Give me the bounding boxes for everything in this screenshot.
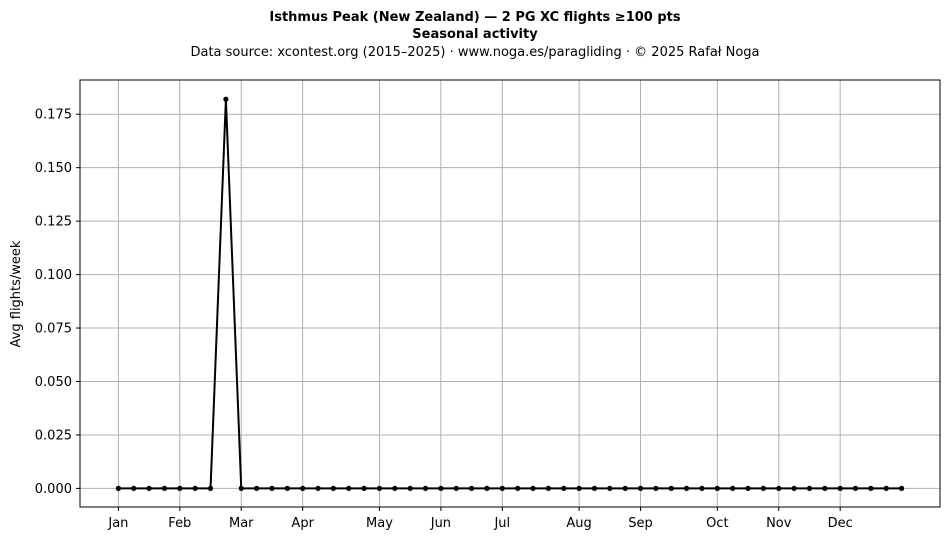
data-point [269, 485, 275, 491]
y-tick-label: 0.000 [35, 482, 72, 497]
data-point [776, 485, 782, 491]
series-line [118, 98, 902, 490]
chart-source: Data source: xcontest.org (2015–2025) · … [190, 45, 759, 60]
data-point [315, 485, 321, 491]
data-point [822, 485, 828, 491]
x-tick-label: Sep [628, 516, 653, 531]
data-point [622, 485, 628, 491]
data-point [714, 485, 720, 491]
y-tick-label: 0.175 [35, 108, 72, 123]
data-point [730, 485, 736, 491]
data-point [745, 485, 751, 491]
data-point [330, 485, 336, 491]
x-tick-label: Mar [229, 516, 254, 531]
data-point [254, 485, 260, 491]
y-tick-label: 0.025 [35, 428, 72, 443]
data-point [576, 485, 582, 491]
y-tick-label: 0.100 [35, 268, 72, 283]
data-point [852, 485, 859, 491]
x-tick-label: Jun [430, 516, 451, 531]
x-tick-label: May [366, 516, 393, 531]
plot-frame [79, 79, 941, 508]
data-point [668, 485, 674, 491]
data-point [653, 485, 659, 491]
data-point [407, 485, 413, 491]
x-axis-ticks: Jan Feb Mar Apr May Jun Jul Aug Sep Oct Nov Dec [107, 507, 853, 531]
data-point [806, 485, 813, 491]
data-point [699, 485, 705, 491]
data-point [868, 485, 874, 491]
data-point [207, 485, 214, 491]
data-point [346, 485, 352, 491]
data-point [837, 485, 843, 491]
data-point [177, 485, 183, 491]
chart-title: Isthmus Peak (New Zealand) — 2 PG XC fli… [269, 10, 680, 25]
x-tick-label: Dec [828, 516, 853, 531]
data-point [300, 485, 306, 491]
data-point [515, 485, 521, 491]
chart-subtitle: Seasonal activity [412, 27, 538, 42]
data-point [192, 485, 198, 491]
data-point [484, 485, 490, 491]
y-tick-label: 0.150 [35, 161, 72, 176]
y-tick-label: 0.075 [35, 322, 72, 337]
y-tick-label: 0.125 [35, 215, 72, 230]
data-point [561, 485, 567, 491]
x-tick-label: Feb [168, 516, 191, 531]
axes [79, 79, 941, 508]
data-point [115, 485, 121, 491]
data-point [591, 485, 598, 491]
data-point [883, 485, 889, 491]
data-point [530, 485, 536, 491]
data-point [545, 485, 551, 491]
data-point [607, 485, 613, 491]
data-point [899, 485, 905, 491]
data-point [791, 485, 797, 491]
data-point [760, 485, 766, 491]
x-tick-label: Jan [107, 516, 128, 531]
data-point [376, 485, 383, 491]
data-point [361, 485, 367, 491]
data-point [438, 485, 444, 491]
data-point [392, 485, 398, 491]
y-axis-label: Avg flights/week [9, 240, 24, 347]
data-point [146, 485, 152, 491]
data-point [684, 485, 690, 491]
x-tick-label: Apr [291, 516, 314, 531]
data-point [238, 485, 244, 491]
x-tick-label: Jul [493, 516, 510, 531]
data-point [637, 485, 644, 491]
data-point [161, 485, 168, 491]
y-tick-label: 0.050 [35, 375, 72, 390]
y-axis-ticks: 0.000 0.025 0.050 0.075 0.100 0.125 0.150 0.175 [35, 108, 80, 497]
data-point [284, 485, 290, 491]
x-tick-label: Nov [766, 516, 792, 531]
data-point [223, 96, 229, 102]
data-point [453, 485, 459, 491]
data-point [499, 485, 505, 491]
series-avg-flights [115, 96, 905, 491]
data-point [131, 485, 137, 491]
data-point [469, 485, 475, 491]
x-tick-label: Oct [706, 516, 728, 531]
data-point [422, 485, 429, 491]
x-tick-label: Aug [566, 516, 591, 531]
